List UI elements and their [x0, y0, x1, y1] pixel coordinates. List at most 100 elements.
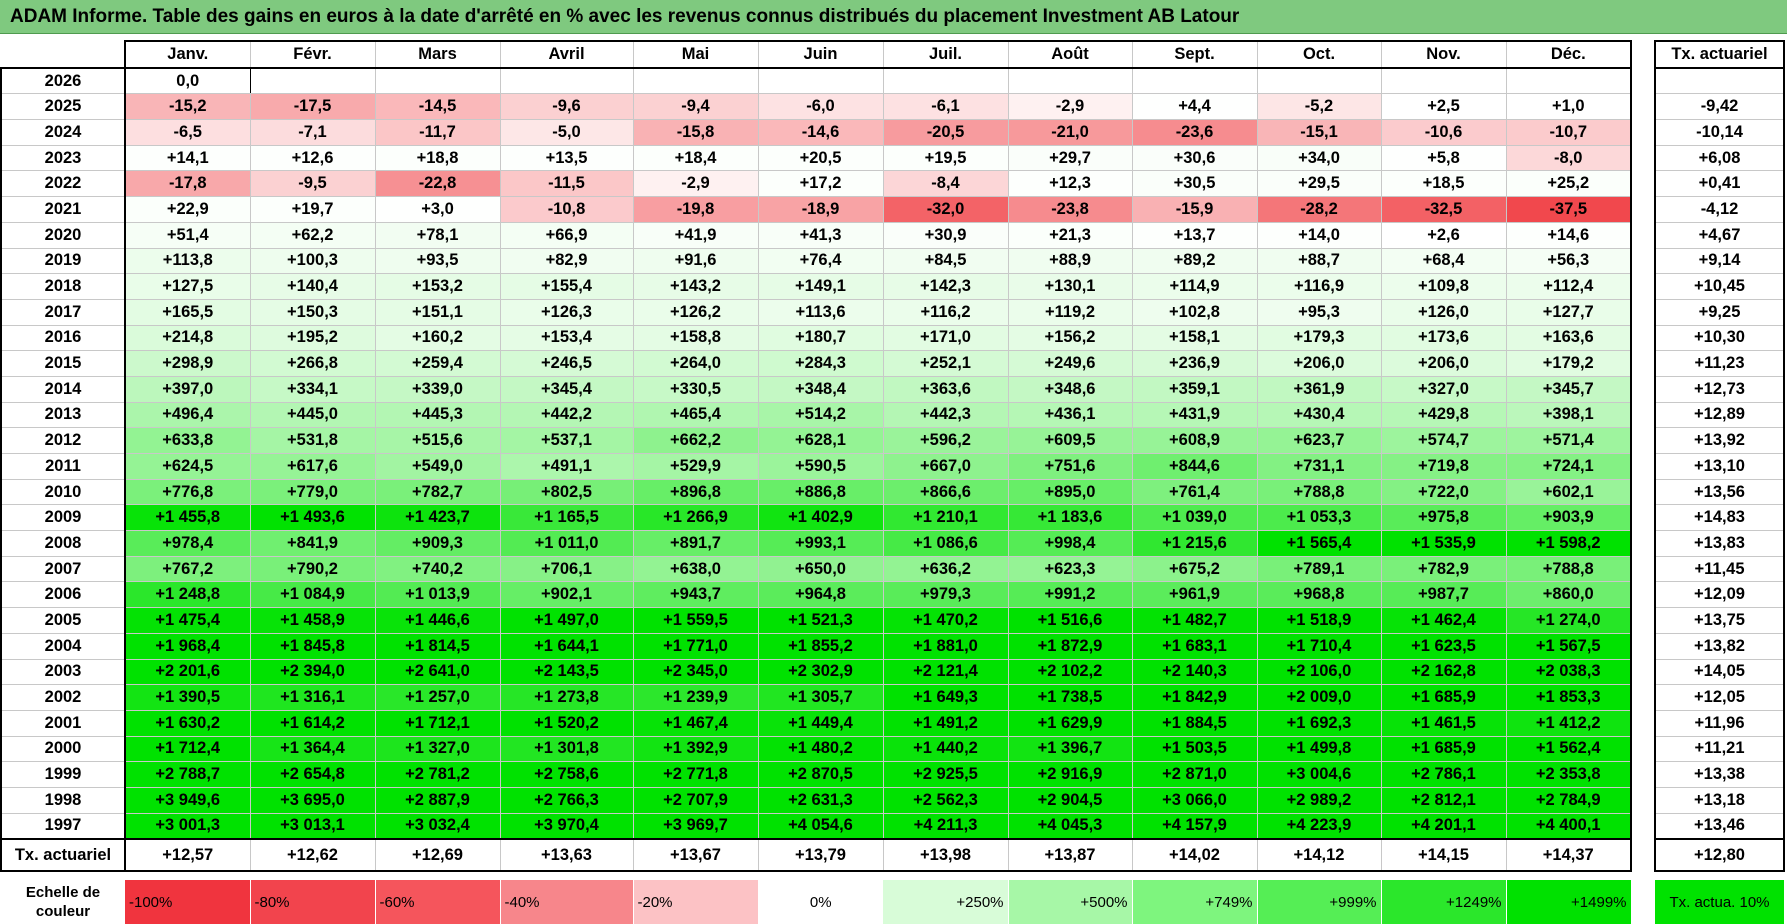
- gain-cell: +998,4: [1007, 530, 1133, 557]
- gain-cell: +2 631,3: [757, 786, 884, 814]
- gain-cell: +1 968,4: [124, 632, 251, 660]
- gain-cell: +1 493,6: [249, 504, 376, 532]
- gain-cell: +609,5: [1007, 427, 1133, 454]
- year-cell: 2000: [0, 735, 126, 763]
- color-scale-swatch: +999%: [1257, 880, 1382, 924]
- gain-cell: +41,9: [632, 221, 759, 249]
- color-scale-swatch: +1499%: [1506, 880, 1632, 924]
- gain-cell: +436,1: [1007, 401, 1133, 429]
- gain-cell: +21,3: [1007, 221, 1133, 249]
- gap-cell: [1631, 736, 1655, 762]
- gain-cell: +2 707,9: [632, 786, 759, 814]
- gain-cell: +2 916,9: [1007, 761, 1133, 788]
- year-cell: 2021: [0, 196, 126, 223]
- gain-cell: -10,6: [1380, 119, 1507, 146]
- gain-cell: +88,7: [1256, 247, 1382, 275]
- year-cell: 2008: [0, 530, 126, 557]
- gain-cell: +252,1: [882, 350, 1009, 377]
- gain-cell: +445,3: [374, 401, 501, 429]
- gain-cell: -6,1: [882, 93, 1009, 121]
- table-row: 2014 +397,0 +334,1 +339,0 +345,4 +330,5 +348,4…: [0, 375, 1785, 403]
- annual-rate-cell: -4,12: [1654, 196, 1785, 223]
- table-row: 2011 +624,5 +617,6 +549,0 +491,1 +529,9 +590,5…: [0, 453, 1785, 480]
- gap-cell: [1631, 41, 1655, 68]
- gain-cell: +1 567,5: [1505, 632, 1632, 660]
- gain-cell: +13,7: [1131, 221, 1258, 249]
- table-row: 2025 -15,2 -17,5 -14,5 -9,6 -9,4 -6,0 -6,1 -2,9 +…: [0, 93, 1785, 121]
- gain-cell: +113,6: [757, 298, 884, 326]
- gain-cell: +1 455,8: [124, 504, 251, 532]
- gap-cell: [1631, 170, 1655, 197]
- gain-cell: +1 301,8: [499, 735, 634, 763]
- footer-rate-cell: +12,62: [249, 838, 376, 873]
- gain-cell: +1 649,3: [882, 684, 1009, 711]
- gain-cell: +160,2: [374, 324, 501, 352]
- gain-cell: +896,8: [632, 478, 759, 506]
- year-cell: 1998: [0, 786, 126, 814]
- gain-cell: [757, 67, 884, 95]
- gain-cell: +2 106,0: [1256, 658, 1382, 686]
- year-cell: 2014: [0, 375, 126, 403]
- gain-cell: -7,1: [249, 119, 376, 146]
- gap-cell: [1631, 248, 1655, 274]
- gain-cell: +1 559,5: [632, 607, 759, 634]
- annual-rate-cell: +6,08: [1654, 144, 1785, 172]
- gain-cell: -11,7: [374, 119, 501, 146]
- gain-cell: +675,2: [1131, 555, 1258, 583]
- gain-cell: +596,2: [882, 427, 1009, 454]
- gain-cell: +1 521,3: [757, 607, 884, 634]
- gain-cell: -11,5: [499, 170, 634, 198]
- gain-cell: +246,5: [499, 350, 634, 377]
- footer-rate-cell: +14,12: [1256, 838, 1382, 873]
- footer-rate-cell: +13,67: [632, 838, 759, 873]
- gain-cell: +130,1: [1007, 273, 1133, 300]
- gain-cell: +624,5: [124, 453, 251, 480]
- gain-cell: +1 461,5: [1380, 709, 1507, 737]
- color-scale-swatch: +500%: [1008, 880, 1133, 924]
- gain-cell: +430,4: [1256, 401, 1382, 429]
- gain-cell: +339,0: [374, 375, 501, 403]
- year-cell: 2002: [0, 684, 126, 711]
- gain-cell: +2 989,2: [1256, 786, 1382, 814]
- gain-cell: [1505, 67, 1632, 95]
- gain-cell: +2 870,5: [757, 761, 884, 788]
- annual-rate-cell: +11,96: [1654, 709, 1785, 737]
- gain-cell: +1 881,0: [882, 632, 1009, 660]
- year-cell: 2018: [0, 273, 126, 300]
- gap-cell: [1631, 93, 1655, 120]
- gain-cell: +841,9: [249, 530, 376, 557]
- year-cell: 2001: [0, 709, 126, 737]
- gain-cell: +902,1: [499, 581, 634, 609]
- gain-cell: +978,4: [124, 530, 251, 557]
- color-scale-swatch: -40%: [500, 880, 634, 924]
- gain-cell: +1 210,1: [882, 504, 1009, 532]
- gain-cell: +2 009,0: [1256, 684, 1382, 711]
- gain-cell: +3 001,3: [124, 812, 251, 840]
- gain-cell: -15,9: [1131, 196, 1258, 223]
- gain-cell: +150,3: [249, 298, 376, 326]
- gain-cell: +126,3: [499, 298, 634, 326]
- gain-cell: +1 239,9: [632, 684, 759, 711]
- annual-rate-cell: +14,83: [1654, 504, 1785, 532]
- gain-cell: +102,8: [1131, 298, 1258, 326]
- gain-cell: +345,7: [1505, 375, 1632, 403]
- gain-cell: +943,7: [632, 581, 759, 609]
- color-scale-swatch: -80%: [250, 880, 376, 924]
- annual-rate-cell: +12,05: [1654, 684, 1785, 711]
- gain-cell: +206,0: [1256, 350, 1382, 377]
- gain-cell: +442,3: [882, 401, 1009, 429]
- gap-cell: [1631, 479, 1655, 505]
- gain-cell: +975,8: [1380, 504, 1507, 532]
- table-row: 2018 +127,5 +140,4 +153,2 +155,4 +143,2 +149,1…: [0, 273, 1785, 300]
- gain-cell: +88,9: [1007, 247, 1133, 275]
- footer-rate-cell: +12,57: [124, 838, 251, 873]
- gain-cell: +179,3: [1256, 324, 1382, 352]
- gain-cell: +549,0: [374, 453, 501, 480]
- annual-rate-cell: +10,30: [1654, 324, 1785, 352]
- gain-cell: +987,7: [1380, 581, 1507, 609]
- gain-cell: +761,4: [1131, 478, 1258, 506]
- gain-cell: +259,4: [374, 350, 501, 377]
- gain-cell: +571,4: [1505, 427, 1632, 454]
- gain-cell: +206,0: [1380, 350, 1507, 377]
- gain-cell: +623,7: [1256, 427, 1382, 454]
